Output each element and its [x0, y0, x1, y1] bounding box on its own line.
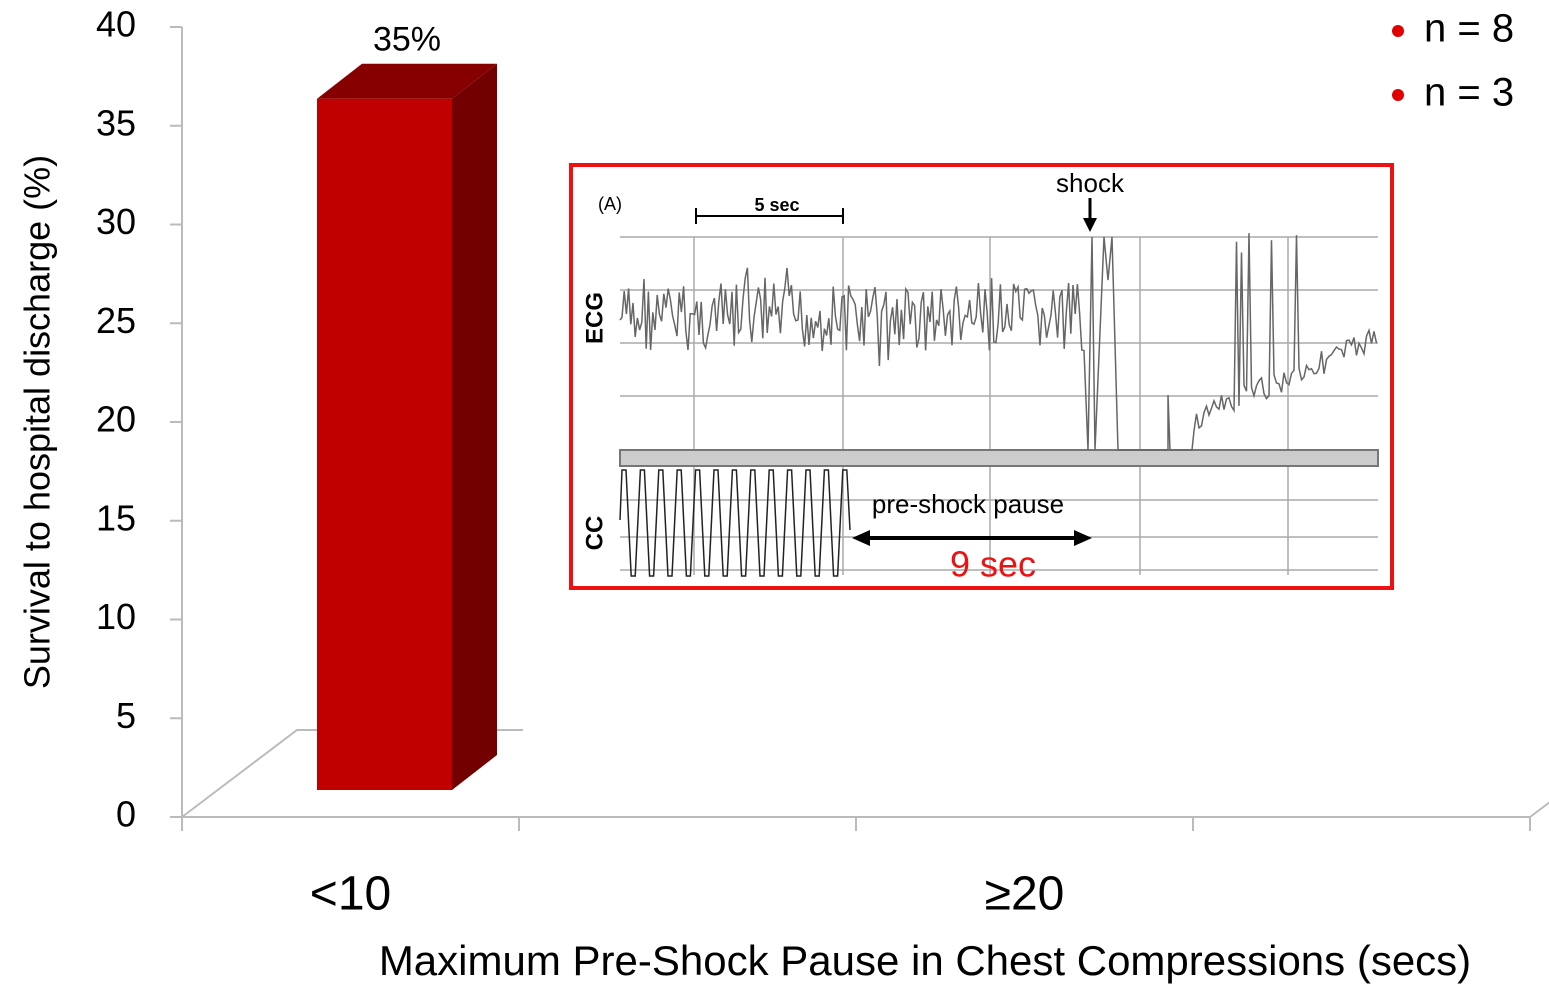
pause-label: pre-shock pause	[872, 489, 1064, 519]
pause-length: 9 sec	[950, 544, 1036, 585]
y-axis-label: Survival to hospital discharge (%)	[17, 155, 58, 689]
y-tick-label: 0	[116, 794, 136, 835]
chart: Survival to hospital discharge (%) Maxim…	[0, 0, 1549, 990]
y-tick-label: 5	[116, 695, 136, 736]
shock-label: shock	[1056, 168, 1125, 198]
y-tick-label: 30	[96, 201, 136, 242]
value-label: 35%	[373, 21, 441, 59]
y-tick-label: 25	[96, 300, 136, 341]
legend-entry: n = 8	[1424, 7, 1514, 51]
bar-side	[452, 64, 497, 790]
page: {"chart_data": {"type": "bar3d", "y_labe…	[0, 0, 1549, 990]
x-axis-label: Maximum Pre-Shock Pause in Chest Compres…	[379, 937, 1471, 984]
y-tick-label: 20	[96, 399, 136, 440]
x-tick-label: <10	[310, 868, 391, 921]
legend: n = 8 n = 3	[1392, 7, 1514, 115]
legend-bullet	[1392, 25, 1404, 37]
bar	[317, 99, 452, 790]
ecg-label: ECG	[581, 292, 608, 344]
panel-label: (A)	[598, 194, 622, 214]
y-tick-label: 35	[96, 102, 136, 143]
floor-edge	[1530, 802, 1549, 817]
legend-bullet	[1392, 89, 1404, 101]
ecg-inset: (A) 5 sec shock ECG CC pre-shock pause 9…	[571, 165, 1392, 588]
channel-separator	[620, 450, 1378, 466]
x-tick-label: ≥20	[985, 868, 1065, 921]
y-tick-label: 40	[96, 4, 136, 45]
scale-label: 5 sec	[754, 195, 799, 215]
cc-label: CC	[581, 516, 608, 551]
legend-entry: n = 3	[1424, 71, 1514, 115]
y-tick-label: 10	[96, 596, 136, 637]
y-tick-label: 15	[96, 497, 136, 538]
